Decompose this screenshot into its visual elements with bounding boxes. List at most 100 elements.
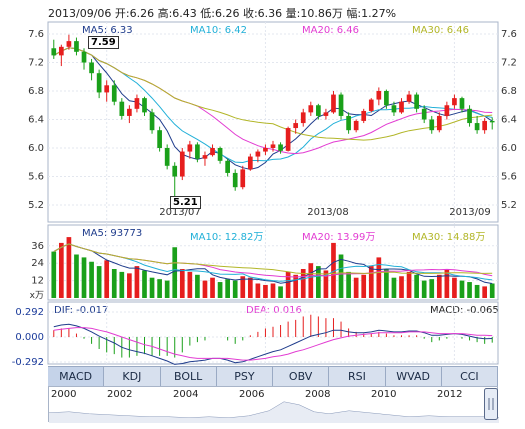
candle-body bbox=[323, 112, 329, 116]
timeline-year-2002: 2002 bbox=[107, 389, 133, 400]
candle-body bbox=[368, 99, 374, 111]
axis-labels-group: 7.6 7.6 7.2 7.2 6.8 6.8 6.4 6.4 6.0 6.0 5.6 5.6 5.2 5… bbox=[12, 29, 517, 368]
volume-bar bbox=[263, 284, 268, 298]
volume-bar bbox=[406, 271, 412, 298]
low-price-marker: 5.21 bbox=[170, 196, 201, 209]
volume-bar bbox=[74, 254, 79, 298]
candle-body bbox=[263, 148, 268, 152]
volume-ma30-legend: MA30: 14.88万 bbox=[412, 232, 486, 243]
candle-body bbox=[58, 46, 64, 56]
price-ma10-legend: MA10: 6.42 bbox=[190, 25, 248, 36]
volume-bar bbox=[195, 274, 200, 298]
price-x-tick: 2013/09 bbox=[449, 207, 491, 218]
candle-body bbox=[391, 105, 397, 113]
candle-body bbox=[232, 172, 238, 188]
candle-body bbox=[489, 120, 495, 123]
timeline-year-2000: 2000 bbox=[51, 389, 77, 400]
price-y-tick-left: 6.0 bbox=[28, 143, 44, 154]
tab-psy[interactable]: PSY bbox=[217, 367, 273, 386]
tab-obv[interactable]: OBV bbox=[273, 367, 330, 386]
price-y-tick-right: 6.4 bbox=[501, 115, 517, 126]
candles-group bbox=[51, 34, 495, 205]
tab-cci[interactable]: CCI bbox=[442, 367, 498, 386]
candle-body bbox=[149, 112, 155, 131]
candle-body bbox=[361, 110, 367, 121]
candle-body bbox=[384, 91, 389, 106]
tab-kdj[interactable]: KDJ bbox=[104, 367, 161, 386]
volume-bar bbox=[96, 266, 102, 298]
candle-body bbox=[255, 151, 261, 157]
volume-bar bbox=[421, 280, 427, 298]
price-y-tick-right: 6.0 bbox=[501, 143, 517, 154]
candle-body bbox=[436, 115, 442, 131]
tab-macd[interactable]: MACD bbox=[48, 367, 105, 386]
volume-bar bbox=[149, 277, 155, 298]
macd-group bbox=[48, 311, 498, 365]
volume-bar bbox=[316, 266, 321, 298]
candle-body bbox=[308, 105, 314, 113]
volume-bar bbox=[164, 280, 170, 298]
price-panel-frame bbox=[47, 21, 499, 223]
volume-bar bbox=[436, 274, 442, 298]
volume-bar bbox=[293, 274, 299, 298]
candle-body bbox=[429, 119, 435, 131]
macd-y-tick: 0.292 bbox=[15, 307, 44, 318]
candle-body bbox=[399, 101, 404, 113]
price-ma30-legend: MA30: 6.46 bbox=[412, 25, 470, 36]
ma10-line bbox=[53, 47, 493, 164]
macd-y-tick: 0.000 bbox=[15, 332, 44, 343]
volume-ma10-legend: MA10: 12.82万 bbox=[190, 232, 264, 243]
timeline-navigator[interactable]: 2000 2002 2004 2006 2008 2010 2012 bbox=[48, 386, 499, 423]
candle-body bbox=[96, 73, 102, 93]
candle-body bbox=[353, 120, 359, 131]
volume-bar bbox=[353, 277, 359, 298]
volume-bar bbox=[368, 266, 374, 298]
volume-bar bbox=[452, 277, 457, 298]
price-ma5-legend: MA5: 6.33 bbox=[82, 25, 133, 36]
volume-bar bbox=[467, 282, 472, 298]
volume-bar bbox=[391, 277, 397, 298]
candle-body bbox=[66, 41, 72, 47]
candle-body bbox=[300, 112, 306, 124]
volume-ma30-line bbox=[53, 243, 493, 275]
volume-bar bbox=[300, 269, 306, 298]
volume-bar bbox=[331, 242, 336, 298]
volume-bar bbox=[179, 269, 185, 298]
candle-body bbox=[210, 148, 215, 156]
candle-body bbox=[172, 165, 178, 177]
tab-boll[interactable]: BOLL bbox=[161, 367, 217, 386]
volume-bar bbox=[111, 269, 117, 298]
macd-dif-legend: DIF: -0.017 bbox=[54, 305, 109, 316]
timeline-sparkline bbox=[49, 401, 499, 423]
candle-body bbox=[127, 108, 132, 116]
candle-body bbox=[240, 169, 246, 188]
volume-bar bbox=[247, 277, 253, 298]
volume-bar bbox=[444, 269, 450, 298]
tab-rsi[interactable]: RSI bbox=[329, 367, 386, 386]
candle-body bbox=[51, 48, 57, 56]
volume-bar bbox=[210, 277, 215, 298]
volume-bar bbox=[51, 251, 57, 298]
volume-bar bbox=[66, 237, 72, 298]
volume-ma20-legend: MA20: 13.99万 bbox=[302, 232, 376, 243]
candle-body bbox=[104, 85, 110, 93]
tab-wvad[interactable]: WVAD bbox=[386, 367, 442, 386]
candle-body bbox=[338, 94, 344, 116]
timeline-range-handle[interactable] bbox=[484, 388, 498, 420]
candle-body bbox=[452, 98, 457, 106]
candle-body bbox=[406, 94, 412, 102]
volume-bar bbox=[255, 283, 261, 298]
candle-body bbox=[134, 98, 140, 109]
candle-body bbox=[119, 101, 125, 116]
candle-body bbox=[247, 156, 253, 170]
volume-bar bbox=[285, 271, 291, 298]
volume-ma5-line bbox=[53, 243, 493, 284]
volume-bar bbox=[225, 279, 230, 298]
volume-bar bbox=[58, 242, 64, 298]
price-ma20-legend: MA20: 6.46 bbox=[302, 25, 360, 36]
candle-body bbox=[74, 41, 79, 52]
candle-body bbox=[482, 120, 488, 131]
candle-body bbox=[376, 91, 382, 100]
candle-body bbox=[217, 148, 223, 161]
macd-y-tick: -0.292 bbox=[12, 357, 44, 368]
